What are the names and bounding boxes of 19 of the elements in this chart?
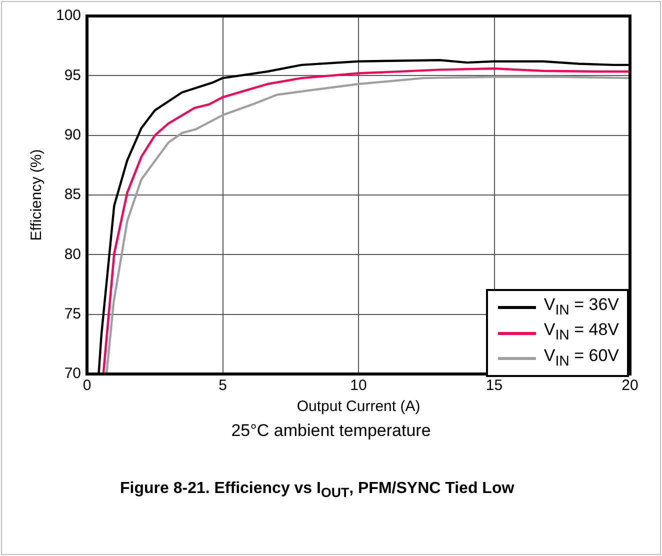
x-tick-label: 0 — [82, 377, 92, 394]
y-tick-label: 75 — [64, 305, 82, 322]
y-tick-label: 85 — [64, 186, 82, 204]
y-tick-label: 80 — [64, 246, 82, 263]
text: 25°C ambient temperature — [230, 421, 432, 441]
x-tick-label: 10 — [350, 377, 367, 394]
legend-label: V$_{IN}$ = 36V — [544, 295, 619, 320]
y-tick-label: 90 — [64, 126, 82, 144]
x-tick-label: 5 — [218, 377, 227, 394]
y-tick-label: 95 — [64, 66, 82, 84]
x-tick-label: 15 — [486, 377, 503, 394]
y-tick-label: 70 — [64, 365, 82, 382]
y-axis-title: Efficiency (%) — [28, 149, 46, 241]
legend-label: V$_{IN}$ = 48V — [544, 320, 619, 346]
x-axis-title: Output Current (A) — [296, 398, 420, 416]
text: Figure 8-21. Efficiency vs I$_{OUT}$, PFM/SYNC Tied Low — [120, 480, 514, 500]
y-tick-label: 100 — [56, 7, 82, 24]
legend-label: V$_{IN}$ = 60V — [544, 346, 619, 372]
x-tick-label: 20 — [622, 377, 638, 394]
